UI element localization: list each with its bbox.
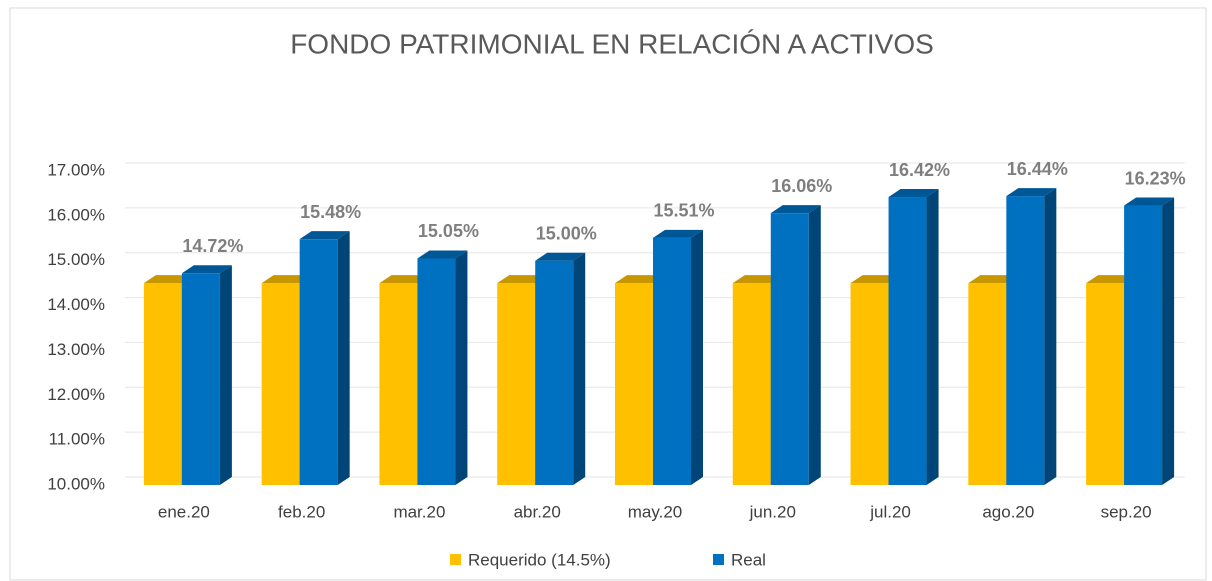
x-tick-label: ene.20	[158, 502, 210, 521]
x-tick-label: jun.20	[749, 502, 796, 521]
bar-top	[417, 250, 468, 259]
x-tick-label: abr.20	[514, 502, 561, 521]
bar	[143, 283, 182, 485]
y-tick-label: 12.00%	[47, 385, 105, 404]
bar-top	[615, 275, 665, 284]
bar-top	[261, 275, 312, 284]
y-tick-label: 15.00%	[47, 250, 105, 269]
bar-top	[770, 205, 821, 214]
bar	[299, 239, 338, 485]
data-label: 16.06%	[771, 176, 832, 196]
chart-title: FONDO PATRIMONIAL EN RELACIÓN A ACTIVOS	[290, 28, 934, 59]
bar-side	[808, 205, 821, 485]
y-tick-label: 17.00%	[47, 160, 105, 179]
bar-side	[1044, 188, 1057, 485]
legend-label: Real	[731, 550, 766, 569]
bar-top	[379, 275, 430, 284]
data-label: 16.42%	[889, 160, 950, 180]
bar-top	[1006, 188, 1057, 197]
bar-top	[1124, 197, 1175, 206]
data-label: 16.44%	[1007, 159, 1068, 179]
x-tick-label: jul.20	[869, 502, 911, 521]
bar-side	[1162, 197, 1175, 486]
bar	[968, 283, 1007, 485]
legend-label: Requerido (14.5%)	[468, 550, 611, 569]
bar	[497, 283, 536, 485]
bar	[1006, 196, 1045, 485]
data-label: 15.00%	[536, 223, 597, 243]
bar-side	[337, 231, 350, 485]
x-tick-label: mar.20	[393, 502, 445, 521]
bar-top	[299, 231, 350, 240]
legend-swatch	[450, 554, 461, 565]
bar-side	[691, 229, 703, 485]
bar	[653, 237, 691, 485]
bar	[770, 213, 809, 485]
bar-top	[850, 275, 901, 284]
bar	[535, 260, 574, 485]
bar-top	[181, 265, 232, 274]
x-tick-label: may.20	[628, 502, 683, 521]
bar	[850, 283, 889, 485]
bar	[379, 283, 418, 485]
data-label: 14.72%	[182, 236, 243, 256]
bar	[181, 273, 220, 485]
data-label: 15.48%	[300, 202, 361, 222]
y-tick-label: 11.00%	[49, 430, 105, 449]
y-tick-label: 13.00%	[47, 340, 105, 359]
bar-top	[653, 229, 703, 238]
bar-side	[455, 250, 468, 485]
bar	[417, 258, 456, 485]
data-label: 15.05%	[418, 221, 479, 241]
bar-side	[926, 189, 939, 485]
bar-top	[968, 275, 1019, 284]
bar	[888, 197, 927, 485]
x-tick-label: ago.20	[982, 502, 1034, 521]
bar-top	[1086, 275, 1137, 284]
x-tick-label: sep.20	[1101, 502, 1152, 521]
bar-top	[497, 275, 548, 284]
data-label: 15.51%	[653, 201, 714, 221]
bar-side	[573, 252, 586, 485]
bar-top	[535, 252, 586, 261]
bar-side	[219, 265, 232, 485]
bar	[1124, 205, 1163, 486]
bar	[1086, 283, 1125, 485]
bar-top	[888, 189, 939, 198]
bar	[732, 283, 771, 485]
y-tick-label: 10.00%	[47, 474, 105, 493]
bar	[615, 283, 653, 485]
y-tick-label: 14.00%	[47, 295, 105, 314]
bar	[261, 283, 300, 485]
bar-top	[143, 275, 194, 284]
bar-top	[732, 275, 783, 284]
x-tick-label: feb.20	[278, 502, 325, 521]
y-tick-label: 16.00%	[47, 205, 105, 224]
legend-swatch	[713, 554, 724, 565]
data-label: 16.23%	[1125, 168, 1186, 188]
